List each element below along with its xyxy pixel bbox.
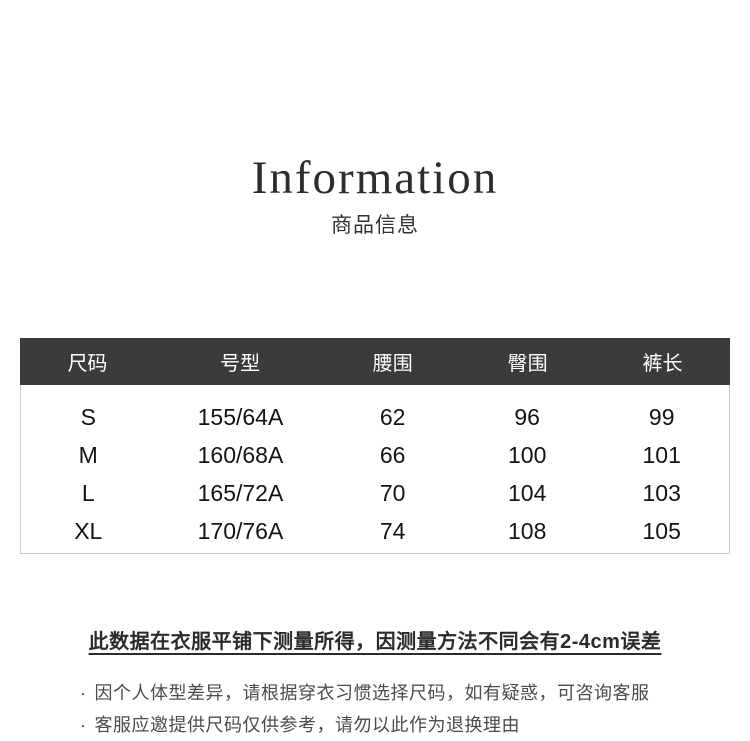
- cell-size: M: [78, 441, 98, 468]
- cell-waist: 66: [379, 441, 406, 468]
- note-bullet-list: · 因个人体型差异，请根据穿衣习惯选择尺码，如有疑惑，可咨询客服 · 客服应邀提供尺…: [0, 677, 750, 741]
- size-table-header-row: 尺码 号型 腰围 臀围 裤长: [20, 338, 730, 386]
- cell-model: 160/68A: [197, 441, 284, 468]
- cell-size: S: [80, 403, 96, 430]
- bullet-dot-icon: ·: [80, 715, 87, 736]
- cell-model: 165/72A: [197, 479, 284, 506]
- header-cell-length: 裤长: [642, 353, 683, 376]
- cell-hip: 104: [508, 479, 547, 506]
- cell-size: XL: [74, 517, 103, 544]
- measurement-note: 此数据在衣服平铺下测量所得，因测量方法不同会有2-4cm误差: [88, 631, 662, 654]
- cell-hip: 108: [508, 517, 547, 544]
- title-block: Information 商品信息: [0, 0, 750, 240]
- cell-length: 105: [642, 517, 681, 544]
- page-title: Information: [251, 152, 499, 204]
- cell-model: 170/76A: [197, 517, 284, 544]
- note-bullet-text: 客服应邀提供尺码仅供参考，请勿以此作为退换理由: [94, 715, 520, 736]
- cell-hip: 96: [514, 403, 540, 430]
- note-bullet-text: 因个人体型差异，请根据穿衣习惯选择尺码，如有疑惑，可咨询客服: [94, 683, 650, 704]
- cell-length: 101: [642, 441, 681, 468]
- cell-waist: 74: [379, 517, 406, 544]
- header-cell-size: 尺码: [67, 353, 108, 376]
- page-subtitle: 商品信息: [331, 213, 419, 237]
- cell-hip: 100: [508, 441, 547, 468]
- cell-model: 155/64A: [197, 403, 284, 430]
- table-row: XL 170/76A 74 108 105: [21, 512, 729, 550]
- header-cell-model: 号型: [220, 353, 261, 376]
- cell-length: 103: [642, 479, 681, 506]
- note-bullet-item: · 因个人体型差异，请根据穿衣习惯选择尺码，如有疑惑，可咨询客服: [80, 677, 750, 709]
- bullet-dot-icon: ·: [80, 683, 87, 704]
- table-row: M 160/68A 66 100 101: [21, 436, 729, 474]
- note-bullet-item: · 客服应邀提供尺码仅供参考，请勿以此作为退换理由: [80, 709, 750, 741]
- header-cell-hip: 臀围: [507, 353, 548, 376]
- cell-waist: 70: [379, 479, 406, 506]
- size-table-body: S 155/64A 62 96 99 M 160/68A 66 100 101 …: [20, 385, 730, 555]
- header-cell-waist: 腰围: [372, 353, 413, 376]
- cell-length: 99: [648, 403, 675, 430]
- table-row: L 165/72A 70 104 103: [21, 474, 729, 512]
- cell-waist: 62: [379, 403, 406, 430]
- cell-size: L: [81, 479, 95, 506]
- size-table: 尺码 号型 腰围 臀围 裤长 S 155/64A 62 96 99 M 160/…: [20, 338, 730, 555]
- table-row: S 155/64A 62 96 99: [21, 398, 729, 436]
